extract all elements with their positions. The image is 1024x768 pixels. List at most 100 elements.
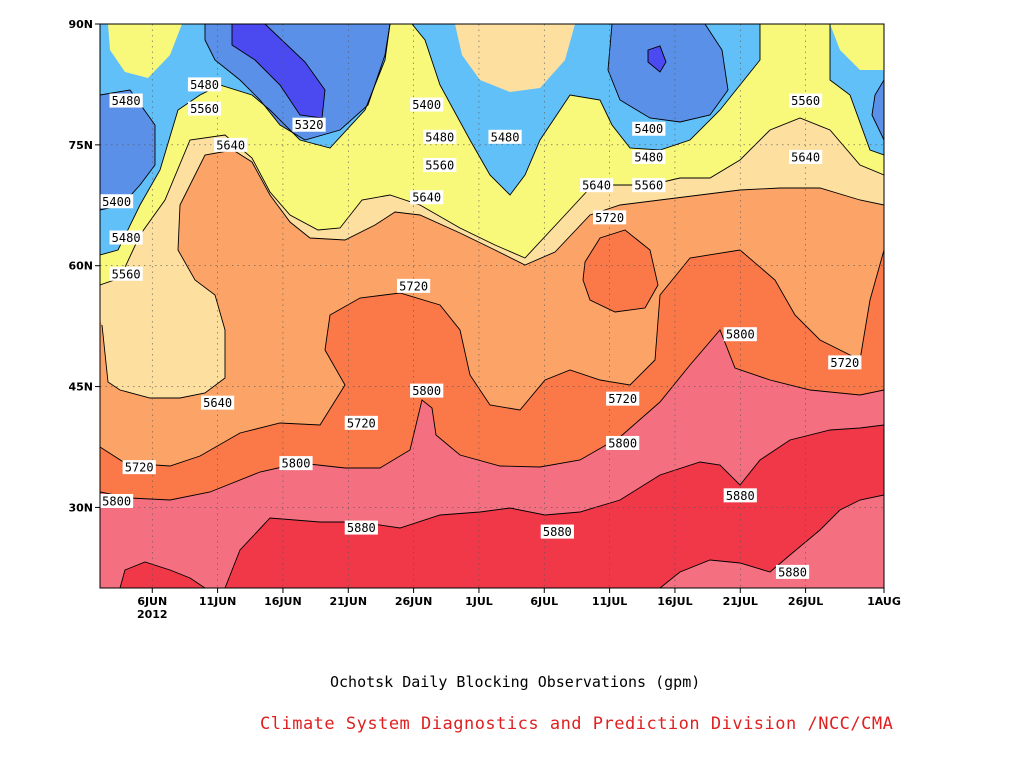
contour-label-text: 5560 [425, 159, 454, 173]
x-tick-label: 21JUL [723, 595, 758, 608]
band-5560-5640-top [455, 24, 575, 92]
contour-label: 5800 [723, 327, 757, 342]
contour-label-text: 5560 [112, 267, 141, 281]
x-tick-label: 6JUN [137, 595, 167, 608]
contour-label-text: 5800 [282, 457, 311, 471]
contour-label-text: 5640 [412, 191, 441, 205]
contour-label: 5880 [540, 524, 574, 539]
x-tick-label: 1AUG [867, 595, 901, 608]
contour-5400-line [100, 24, 884, 211]
contour-label-box [606, 435, 640, 450]
contour-label-box [100, 493, 134, 508]
contour-label-text: 5400 [634, 122, 663, 136]
band-above-5880 [100, 425, 884, 588]
contour-label-box [109, 230, 143, 245]
contour-label-text: 5720 [595, 211, 624, 225]
contour-label-text: 5480 [190, 78, 219, 92]
contour-label-box [122, 460, 156, 475]
contour-label-box [100, 194, 134, 209]
contour-label-text: 5880 [347, 521, 376, 535]
band-below-5320-a [232, 24, 325, 118]
contour-label-box [423, 129, 457, 144]
contour-label: 5480 [109, 93, 143, 108]
contour-label-text: 5720 [830, 356, 859, 370]
contour-label: 5480 [488, 129, 522, 144]
contour-label-box [723, 327, 757, 342]
contour-5320-line [231, 24, 667, 119]
contour-label-box [593, 210, 627, 225]
contour-label: 5800 [606, 435, 640, 450]
contour-5800-line [100, 329, 884, 501]
contour-label-text: 5560 [791, 94, 820, 108]
x-tick-sublabel: 2012 [137, 608, 168, 621]
y-tick-label: 30N [68, 501, 93, 514]
contour-label-text: 5880 [778, 565, 807, 579]
contour-label-box [540, 524, 574, 539]
contour-labels: 5480 5480 5560 5640 5320 5400 5480 5560 5640 5480… [100, 77, 862, 579]
contour-label-box [789, 93, 823, 108]
contour-label-text: 5640 [582, 179, 611, 193]
x-tick-label: 11JUN [199, 595, 237, 608]
contour-label-box [109, 93, 143, 108]
y-tick-label: 60N [68, 260, 93, 273]
x-tick-label: 11JUL [592, 595, 627, 608]
contour-label-box [410, 97, 444, 112]
contour-label-text: 5480 [491, 130, 520, 144]
contour-label: 5480 [109, 230, 143, 245]
contour-label: 5480 [632, 149, 666, 164]
contour-label-text: 5560 [634, 179, 663, 193]
contour-label-text: 5880 [726, 489, 755, 503]
band-5480-5560-top-a [108, 24, 182, 78]
band-5720-5800-island [583, 230, 658, 312]
contour-label: 5720 [593, 210, 627, 225]
contour-label: 5800 [279, 456, 313, 471]
contour-lines [100, 24, 884, 588]
contour-label: 5640 [579, 178, 614, 193]
contour-label-text: 5720 [125, 461, 154, 475]
contour-label-box [109, 266, 143, 281]
y-tick-label: 75N [68, 139, 93, 152]
contour-label-text: 5480 [425, 130, 454, 144]
contour-label: 5720 [828, 355, 862, 370]
contour-label-text: 5400 [102, 195, 131, 209]
contour-label-text: 5720 [347, 416, 376, 430]
contour-label-text: 5800 [412, 384, 441, 398]
contour-5880-line [119, 424, 884, 588]
contour-label-text: 5720 [399, 279, 428, 293]
contour-label: 5720 [122, 460, 156, 475]
contour-label: 5560 [187, 101, 222, 116]
band-5480-5560-top-b [830, 24, 884, 70]
contour-label-box [828, 355, 862, 370]
contour-label: 5560 [789, 93, 823, 108]
contour-label: 5320 [292, 117, 326, 132]
plot-frame [99, 23, 885, 589]
contour-label: 5400 [410, 97, 444, 112]
contour-label: 5560 [632, 178, 666, 193]
contour-label-text: 5640 [216, 138, 245, 152]
contour-label-box [344, 415, 378, 430]
contour-label-box [423, 158, 457, 172]
contour-label-box [201, 395, 235, 410]
band-5320-5400-a [100, 90, 155, 210]
contour-label: 5720 [606, 391, 640, 406]
contour-5560-line [100, 117, 884, 286]
contour-label-box [775, 564, 810, 579]
credit-text: Climate System Diagnostics and Predictio… [260, 714, 894, 734]
contour-label-text: 5560 [190, 102, 219, 116]
contour-label: 5800 [410, 383, 444, 398]
x-tick-label: 16JUN [264, 595, 302, 608]
contour-label-box [292, 117, 326, 132]
contour-5640-line [101, 149, 884, 399]
contour-label-box [410, 383, 444, 398]
contour-label-box [632, 178, 666, 193]
contour-label: 5560 [109, 266, 143, 281]
contour-label-box [488, 129, 522, 144]
contour-label: 5560 [423, 158, 457, 173]
y-tick-label: 45N [68, 381, 93, 394]
contour-label: 5640 [789, 149, 823, 164]
contour-label: 5480 [423, 129, 457, 144]
contour-label-box [632, 149, 666, 164]
contour-label-text: 5880 [543, 525, 572, 539]
contour-label-box [187, 77, 222, 92]
